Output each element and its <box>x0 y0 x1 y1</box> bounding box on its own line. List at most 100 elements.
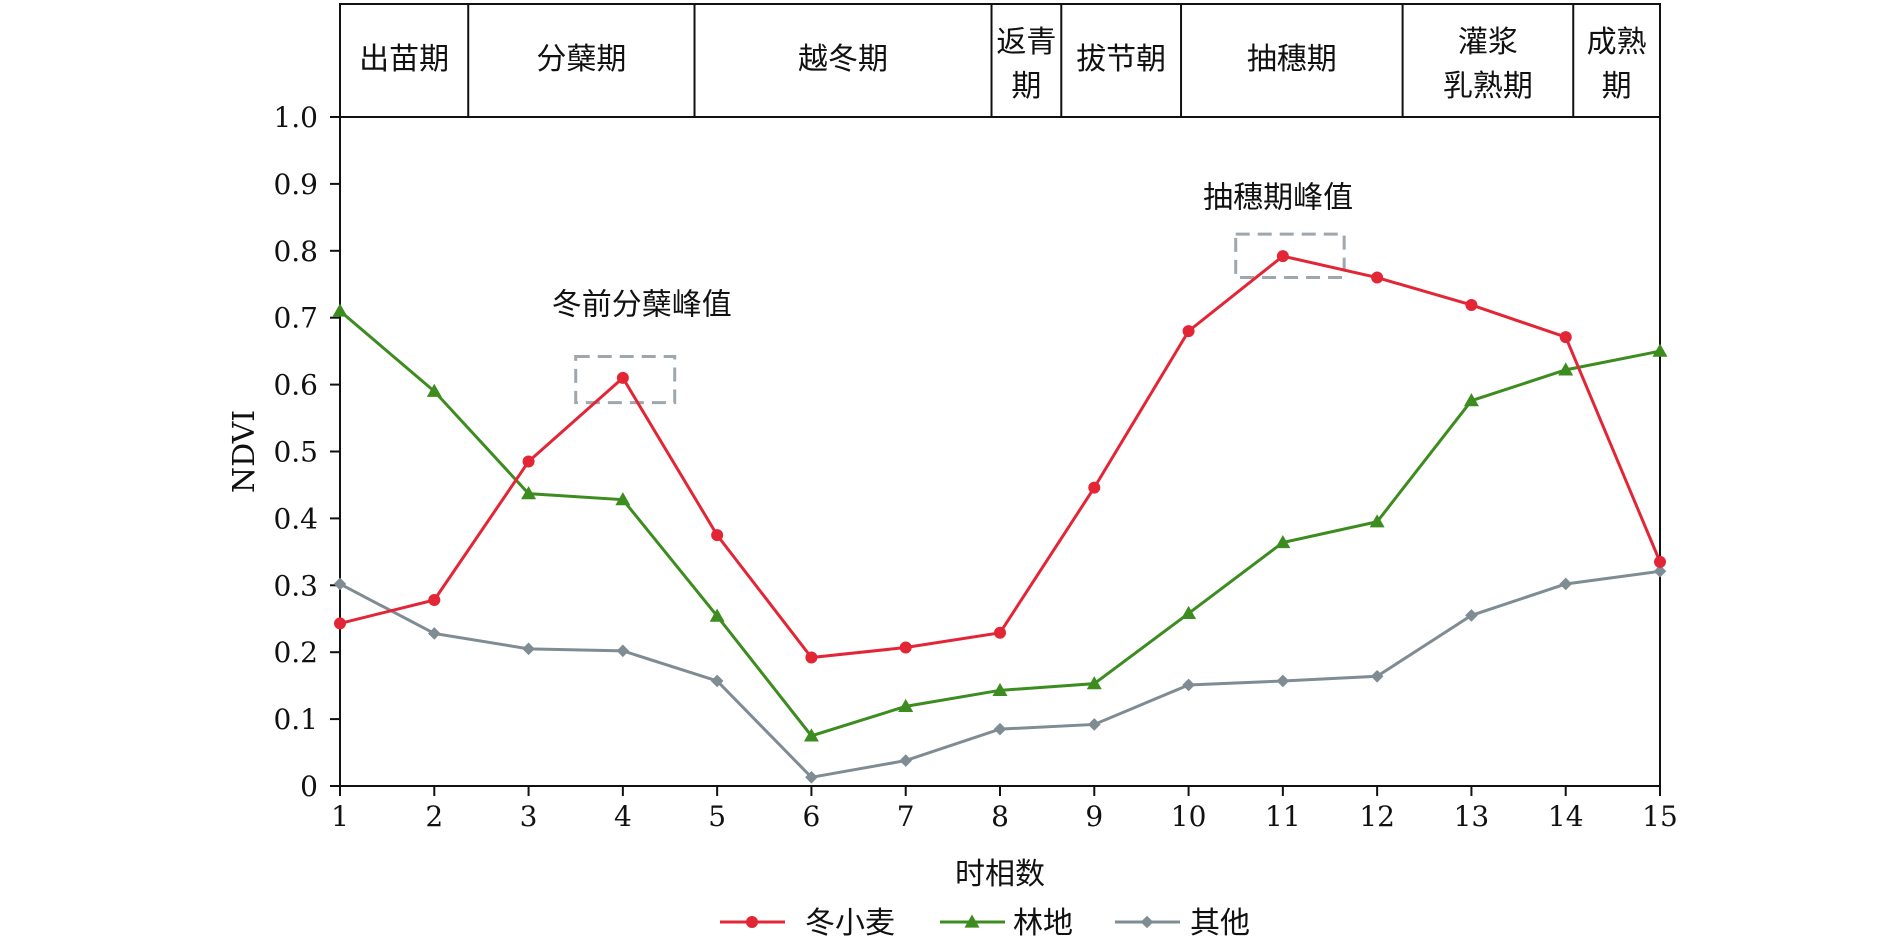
data-point <box>427 627 441 640</box>
y-axis-title: NDVI <box>227 410 262 493</box>
legend-label: 林地 <box>1013 906 1073 938</box>
x-axis-title: 时相数 <box>955 857 1045 892</box>
data-point <box>1369 514 1385 528</box>
series-3 <box>333 564 1667 784</box>
legend-item: 冬小麦 <box>720 906 895 938</box>
data-point <box>1652 343 1668 357</box>
data-point <box>615 492 631 506</box>
legend-item: 其他 <box>1115 906 1250 938</box>
series-1 <box>334 250 1666 664</box>
annotation-label: 冬前分蘖峰值 <box>552 287 732 322</box>
data-point <box>899 754 913 767</box>
data-point <box>616 371 629 384</box>
legend-label: 其他 <box>1190 906 1250 938</box>
x-tick-label: 3 <box>520 800 538 833</box>
annotation-box <box>1234 232 1346 280</box>
stage-label: 乳熟期 <box>1443 69 1533 104</box>
y-tick-label: 0.6 <box>273 369 318 402</box>
data-point <box>521 486 537 500</box>
x-tick-label: 8 <box>991 800 1009 833</box>
legend-marker <box>746 916 758 928</box>
x-tick-label: 10 <box>1171 800 1207 833</box>
data-point <box>1276 250 1289 263</box>
x-tick-label: 1 <box>331 800 349 833</box>
legend-item: 林地 <box>940 906 1073 938</box>
x-tick-label: 13 <box>1454 800 1490 833</box>
stage-label: 越冬期 <box>798 42 888 77</box>
y-tick-label: 0.9 <box>273 168 318 201</box>
data-point <box>711 529 724 542</box>
series-line <box>339 309 1661 738</box>
data-point <box>1370 669 1384 683</box>
data-point <box>1463 393 1479 407</box>
x-tick-label: 6 <box>803 800 821 833</box>
y-tick-label: 0.8 <box>273 235 318 268</box>
legend-label: 冬小麦 <box>805 906 895 938</box>
data-point <box>1654 555 1666 568</box>
x-tick-label: 7 <box>897 800 915 833</box>
annotation-box <box>574 355 677 405</box>
y-tick-label: 0.1 <box>273 703 318 736</box>
data-point <box>993 722 1007 736</box>
data-point <box>1181 605 1197 620</box>
data-point <box>899 641 912 654</box>
series-group <box>332 250 1668 784</box>
y-tick-label: 0.5 <box>273 436 318 469</box>
data-point <box>805 771 818 784</box>
series-line <box>339 254 1662 660</box>
legend: 冬小麦 林地 其他 <box>720 906 1250 938</box>
data-point <box>1371 271 1384 284</box>
y-tick-label: 0.4 <box>273 502 318 535</box>
data-point <box>992 682 1008 696</box>
data-point <box>332 303 348 317</box>
data-point <box>428 594 441 607</box>
data-point <box>1559 577 1573 591</box>
y-tick-label: 0.7 <box>273 302 318 335</box>
y-tick-label: 0.3 <box>273 569 318 602</box>
x-tick-label: 11 <box>1265 800 1301 833</box>
x-tick-label: 12 <box>1359 800 1395 833</box>
data-point <box>1088 481 1101 494</box>
x-axis: 1 2 3 4 5 6 7 8 9 10 11 12 13 14 15 <box>331 786 1678 833</box>
data-point <box>426 383 442 397</box>
data-point <box>1558 362 1574 376</box>
data-point <box>805 651 818 664</box>
data-point <box>1653 564 1667 578</box>
data-point <box>1182 678 1195 692</box>
data-point <box>616 644 630 658</box>
data-point <box>333 577 347 591</box>
data-point <box>1182 325 1195 338</box>
stage-label: 期 <box>1602 69 1632 104</box>
stage-label: 成熟 <box>1587 25 1647 60</box>
legend-marker <box>1140 915 1154 929</box>
x-tick-label: 5 <box>708 800 726 833</box>
data-point <box>803 728 819 742</box>
stage-label: 灌浆 <box>1458 25 1518 60</box>
series-2 <box>332 303 1668 742</box>
stage-label: 分蘖期 <box>536 42 626 77</box>
annotations: 冬前分蘖峰值 抽穗期峰值 <box>552 180 1353 405</box>
stage-label: 返青 <box>996 25 1056 60</box>
y-tick-label: 0.2 <box>273 636 318 669</box>
data-point <box>1087 718 1101 731</box>
x-tick-label: 4 <box>614 800 632 833</box>
data-point <box>709 608 725 622</box>
y-tick-label: 0 <box>300 770 318 803</box>
data-point <box>1275 534 1291 549</box>
data-point <box>1465 298 1478 311</box>
x-tick-label: 15 <box>1642 800 1678 833</box>
data-point <box>1465 609 1478 622</box>
stage-label: 出苗期 <box>359 42 449 77</box>
data-point <box>994 626 1006 639</box>
y-axis: 0 0.1 0.2 0.3 0.4 0.5 0.6 0.7 0.8 0.9 1.0 <box>273 101 340 803</box>
data-point <box>1559 331 1572 344</box>
data-point <box>522 642 535 656</box>
annotation-label: 抽穗期峰值 <box>1203 180 1353 215</box>
data-point <box>334 617 346 630</box>
data-point <box>1276 674 1290 688</box>
x-tick-label: 2 <box>425 800 443 833</box>
x-tick-label: 9 <box>1085 800 1103 833</box>
legend-marker <box>964 914 980 928</box>
